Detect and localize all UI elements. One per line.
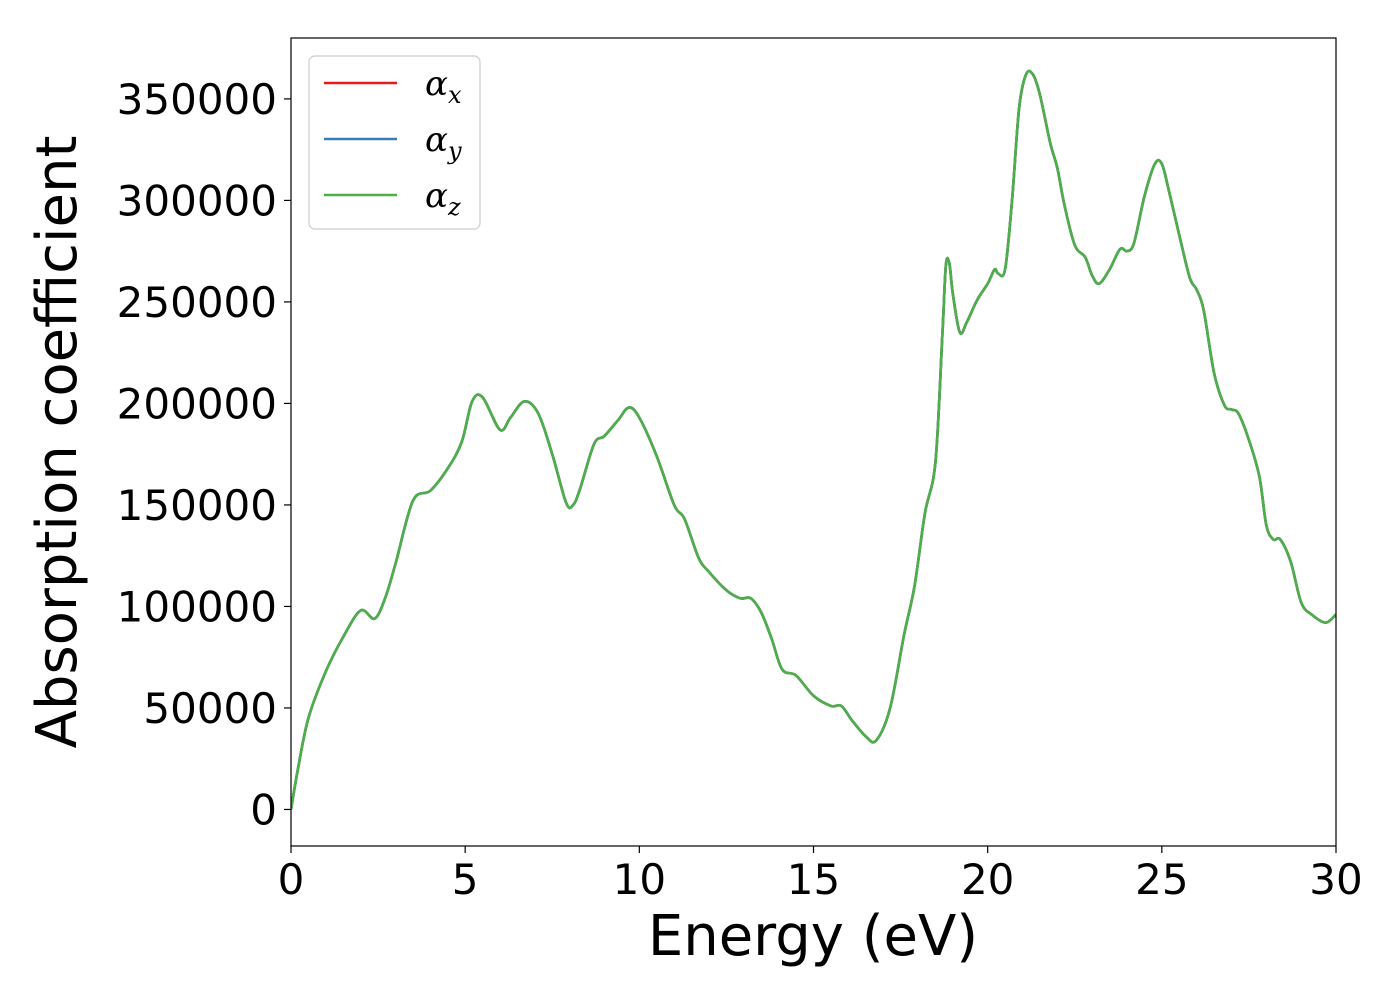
x-tick-label: 5	[452, 855, 479, 904]
legend-label-alpha-y: αy	[425, 120, 462, 165]
y-tick-label: 250000	[117, 278, 277, 327]
legend-box	[308, 55, 481, 230]
series-layer	[291, 69, 1336, 810]
series-line-alpha-z	[291, 69, 1336, 810]
x-axis: 0 5 10 15 20 25 30	[278, 846, 1363, 904]
x-tick-label: 20	[961, 855, 1014, 904]
legend-label-alpha-z: αz	[425, 176, 461, 221]
y-tick-label: 200000	[117, 379, 277, 428]
y-tick-label: 50000	[143, 684, 277, 733]
y-axis-title: Absorption coefficient	[25, 136, 90, 749]
y-axis: 0 50000 100000 150000 200000 250000 300000 3500…	[117, 75, 291, 834]
x-tick-label: 0	[278, 855, 305, 904]
x-axis-title: Energy (eV)	[648, 904, 978, 969]
y-tick-label: 300000	[117, 176, 277, 225]
y-tick-label: 150000	[117, 481, 277, 530]
legend: αx αy αz	[308, 55, 481, 230]
y-tick-label: 100000	[117, 582, 277, 631]
x-tick-label: 15	[787, 855, 840, 904]
x-tick-label: 25	[1135, 855, 1188, 904]
y-tick-label: 0	[250, 785, 277, 834]
legend-label-alpha-x: αx	[425, 64, 462, 109]
y-tick-label: 350000	[117, 75, 277, 124]
x-tick-label: 30	[1309, 855, 1362, 904]
x-tick-label: 10	[613, 855, 666, 904]
